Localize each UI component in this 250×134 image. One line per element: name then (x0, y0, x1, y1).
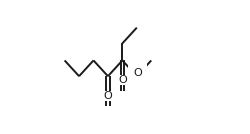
Text: O: O (104, 91, 112, 101)
Text: O: O (118, 75, 127, 85)
Text: O: O (133, 68, 142, 78)
